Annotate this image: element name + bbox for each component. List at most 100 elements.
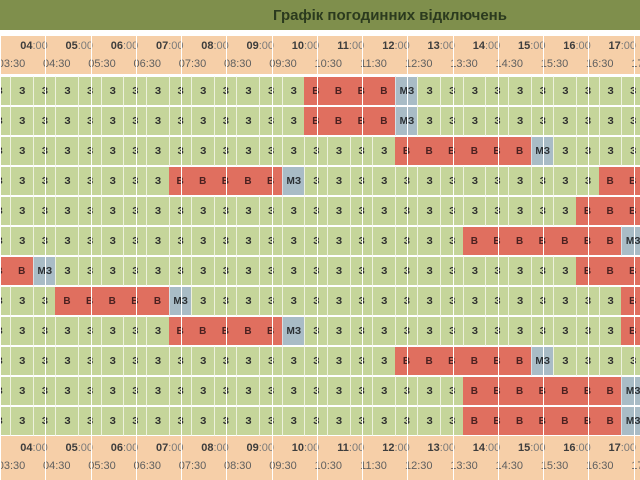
schedule-cell: З: [78, 406, 102, 436]
schedule-cell: З: [394, 196, 419, 226]
hour-label-hours: 16: [563, 40, 576, 52]
schedule-cell: З: [394, 316, 419, 346]
schedule-cell: З: [440, 196, 464, 226]
hour-label-minutes: :00: [620, 442, 637, 454]
schedule-cell: З: [191, 226, 215, 256]
schedule-cell: МЗ: [530, 136, 554, 166]
schedule-cell: З: [507, 286, 532, 316]
schedule-cell: З: [145, 76, 170, 106]
half-hour-label: 12:30: [404, 58, 433, 70]
schedule-cell: З: [575, 346, 600, 376]
schedule-cell: З: [10, 406, 34, 436]
hour-label-minutes: :00: [213, 442, 229, 454]
hour-divider: [90, 36, 92, 480]
schedule-cell: З: [349, 346, 373, 376]
schedule-cell: З: [55, 136, 79, 166]
half-hour-label: 04:30: [42, 460, 71, 472]
schedule-cell: З: [236, 196, 260, 226]
schedule-cell: З: [530, 76, 554, 106]
hour-divider: [543, 36, 544, 480]
hour-label-hours: 12: [382, 442, 395, 454]
schedule-cell: З: [394, 256, 419, 286]
schedule-cell: З: [621, 106, 640, 136]
hour-label-hours: 06: [110, 442, 123, 454]
hour-label-minutes: :00: [348, 40, 365, 52]
schedule-cell: В: [621, 196, 640, 226]
schedule-cell: З: [145, 196, 170, 226]
schedule-cell: З: [78, 76, 102, 106]
schedule-cell: З: [575, 166, 600, 196]
schedule-row: ЗЗЗЗЗЗЗЗЗЗЗЗЗЗЗЗЗЗЗЗЗЗЗЗЗЗВВВВВМЗЗЗЗЗЗЗЗ…: [0, 196, 640, 226]
schedule-cell: З: [485, 76, 509, 106]
schedule-cell: В: [394, 346, 419, 376]
schedule-cell: В: [462, 406, 486, 436]
schedule-cell: З: [417, 406, 441, 436]
schedule-cell: В: [349, 106, 373, 136]
hour-label: 08:00: [195, 440, 235, 456]
schedule-cell: З: [32, 346, 56, 376]
schedule-cell: В: [123, 286, 147, 316]
schedule-cell: З: [236, 346, 260, 376]
schedule-cell: В: [417, 346, 441, 376]
schedule-cell: З: [168, 106, 192, 136]
hour-label-minutes: :00: [439, 40, 456, 52]
schedule-cell: З: [145, 256, 170, 286]
schedule-cell: З: [485, 106, 509, 136]
schedule-cell: З: [32, 196, 56, 226]
hour-label-minutes: :00: [122, 442, 139, 454]
schedule-cell: З: [326, 196, 351, 226]
schedule-cell: З: [417, 166, 441, 196]
schedule-cell: З: [236, 106, 260, 136]
hour-label: 15:00: [512, 440, 552, 456]
schedule-cell: З: [326, 376, 351, 406]
schedule-cell: З: [349, 226, 373, 256]
hour-label-minutes: :00: [575, 40, 591, 52]
schedule-cell: З: [326, 286, 351, 316]
schedule-cell: З: [530, 106, 554, 136]
schedule-cell: В: [553, 226, 577, 256]
schedule-row: ЗЗЗЗЗЗЗЗЗЗЗЗЗЗВВВВМЗЗЗЗЗЗЗЗЗЗЗЗЗЗЗЗВЗЗВВ…: [0, 76, 640, 106]
schedule-cell: З: [440, 316, 464, 346]
schedule-cell: З: [598, 136, 622, 166]
schedule-cell: З: [78, 196, 102, 226]
schedule-cell: З: [213, 406, 238, 436]
half-hour-label: 06:30: [133, 460, 162, 472]
schedule-cell: В: [575, 226, 600, 256]
schedule-cell: З: [281, 106, 305, 136]
schedule-cell: З: [575, 136, 600, 166]
schedule-cell: З: [394, 376, 419, 406]
schedule-cell: В: [168, 166, 192, 196]
schedule-cell: З: [123, 106, 147, 136]
schedule-cell: З: [123, 346, 147, 376]
schedule-cell: З: [259, 106, 283, 136]
schedule-cell: З: [78, 106, 102, 136]
schedule-cell: З: [372, 346, 396, 376]
hour-label-minutes: :00: [303, 40, 320, 52]
schedule-cell: З: [349, 136, 373, 166]
schedule-cell: З: [281, 406, 305, 436]
schedule-cell: З: [440, 226, 464, 256]
schedule-cell: З: [598, 286, 622, 316]
schedule-cell: З: [236, 406, 260, 436]
schedule-cell: З: [349, 406, 373, 436]
schedule-cell: З: [575, 76, 600, 106]
schedule-cell: В: [213, 316, 238, 346]
schedule-cell: З: [530, 196, 554, 226]
schedule-cell: З: [168, 256, 192, 286]
schedule-cell: В: [530, 376, 554, 406]
schedule-cell: З: [417, 226, 441, 256]
schedule-cell: В: [259, 166, 283, 196]
schedule-cell: З: [281, 196, 305, 226]
schedule-cell: З: [32, 316, 56, 346]
schedule-cell: З: [507, 76, 532, 106]
schedule-cell: З: [326, 226, 351, 256]
schedule-cell: З: [326, 256, 351, 286]
schedule-cell: В: [145, 286, 170, 316]
hour-label: 17:00: [602, 38, 640, 54]
hour-label-hours: 04: [20, 442, 33, 454]
schedule-cell: З: [440, 286, 464, 316]
schedule-row: ЗЗЗЗЗЗЗЗЗЗЗЗЗЗЗЗЗЗВВВВВВМЗЗЗЗЗЗЗЗЗЗЗЗЗЗЗ…: [0, 136, 640, 166]
schedule-cell: З: [191, 346, 215, 376]
schedule-cell: З: [100, 106, 124, 136]
half-hour-label: 14:30: [495, 460, 524, 472]
